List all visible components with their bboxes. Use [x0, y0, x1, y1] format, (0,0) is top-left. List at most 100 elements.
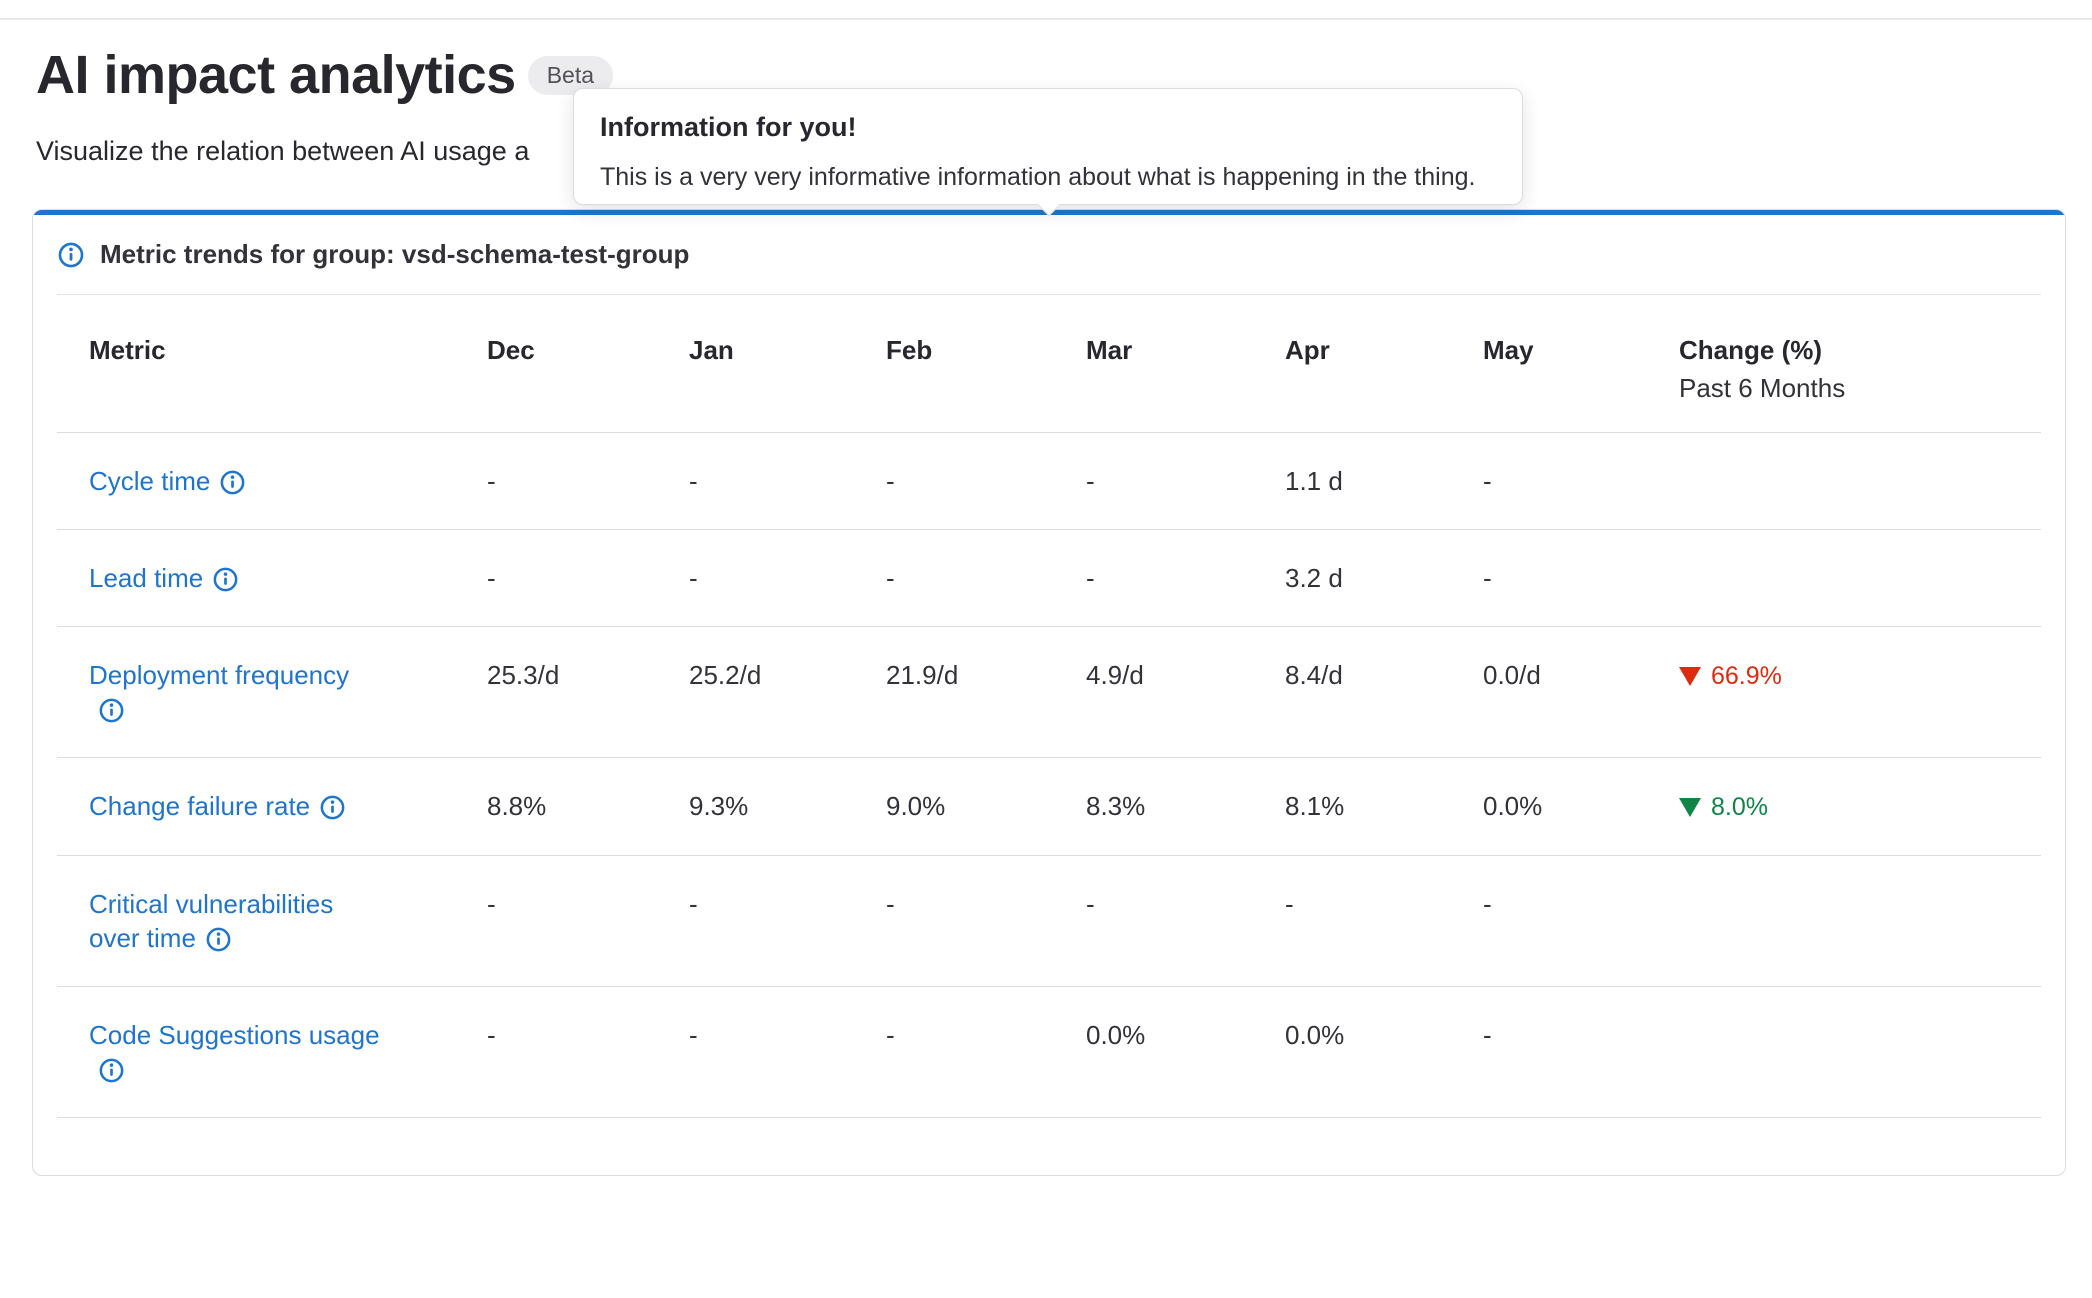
information-icon[interactable] — [205, 926, 232, 953]
column-header-change: Change (%) Past 6 Months — [1679, 295, 2041, 433]
table-row: Deployment frequency 25.3/d 25.2/d 21.9/… — [57, 626, 2041, 758]
change-header-line2: Past 6 Months — [1679, 373, 1846, 403]
information-icon[interactable] — [98, 697, 125, 724]
change-cell: 66.9% — [1679, 626, 2041, 758]
metric-link[interactable]: Critical vulnerabilities over time — [89, 889, 334, 953]
column-header-metric: Metric — [89, 335, 166, 365]
metric-cell: Deployment frequency — [57, 626, 487, 758]
metric-cell: Cycle time — [57, 432, 487, 530]
change-value: 8.0% — [1711, 793, 1768, 821]
value-cell: - — [886, 432, 1086, 530]
column-header-dec: Dec — [487, 335, 535, 365]
column-header-jan: Jan — [689, 335, 734, 365]
table-row: Cycle time - - - - 1.1 d - — [57, 432, 2041, 530]
page: AI impact analytics Beta Visualize the r… — [0, 0, 2092, 168]
table-body: Cycle time - - - - 1.1 d - Lead time — [57, 432, 2041, 1118]
metric-trends-table: Metric Dec Jan Feb Mar Apr May Change (%… — [57, 295, 2041, 1118]
metric-label: Critical vulnerabilities over time — [89, 887, 389, 955]
value-cell: 8.1% — [1285, 757, 1483, 856]
metric-label: Lead time — [89, 561, 389, 595]
change-cell — [1679, 855, 2041, 987]
card-header: Metric trends for group: vsd-schema-test… — [57, 215, 2041, 295]
change-cell — [1679, 986, 2041, 1118]
table-row: Critical vulnerabilities over time - - - … — [57, 855, 2041, 987]
metric-label: Code Suggestions usage — [89, 1018, 389, 1086]
value-cell: 8.3% — [1086, 757, 1285, 856]
column-header-mar: Mar — [1086, 335, 1133, 365]
value-cell: - — [886, 529, 1086, 627]
column-header-feb: Feb — [886, 335, 933, 365]
value-cell: 8.4/d — [1285, 626, 1483, 758]
value-cell: 0.0% — [1483, 757, 1679, 856]
metric-label: Cycle time — [89, 464, 389, 498]
change-cell: 8.0% — [1679, 757, 2041, 856]
change-value: 66.9% — [1711, 662, 1782, 690]
information-icon[interactable] — [98, 1057, 125, 1084]
value-cell: - — [886, 986, 1086, 1118]
page-subtitle: Visualize the relation between AI usage … — [36, 136, 530, 167]
value-cell: 21.9/d — [886, 626, 1086, 758]
change-cell — [1679, 529, 2041, 627]
column-header-may: May — [1483, 335, 1534, 365]
value-cell: - — [487, 529, 689, 627]
value-cell: 0.0/d — [1483, 626, 1679, 758]
table-row: Lead time - - - - 3.2 d - — [57, 529, 2041, 627]
metric-link[interactable]: Deployment frequency — [89, 660, 350, 690]
value-cell: - — [689, 529, 886, 627]
value-cell: - — [1483, 855, 1679, 987]
table-row: Code Suggestions usage - - - 0.0% 0.0% - — [57, 986, 2041, 1118]
value-cell: - — [487, 432, 689, 530]
metric-cell: Lead time — [57, 529, 487, 627]
metric-cell: Code Suggestions usage — [57, 986, 487, 1118]
metric-link[interactable]: Cycle time — [89, 466, 211, 496]
information-icon[interactable] — [319, 794, 346, 821]
value-cell: 9.3% — [689, 757, 886, 856]
page-top-divider — [0, 18, 2092, 20]
triangle-down-icon — [1679, 667, 1701, 686]
value-cell: - — [689, 432, 886, 530]
table-row: Change failure rate 8.8% 9.3% 9.0% 8.3% … — [57, 757, 2041, 856]
value-cell: 8.8% — [487, 757, 689, 856]
metric-cell: Change failure rate — [57, 757, 487, 856]
metric-trends-card: Metric trends for group: vsd-schema-test… — [32, 209, 2066, 1176]
metric-label: Change failure rate — [89, 789, 389, 823]
value-cell: 9.0% — [886, 757, 1086, 856]
value-cell: - — [689, 855, 886, 987]
value-cell: 25.3/d — [487, 626, 689, 758]
value-cell: 4.9/d — [1086, 626, 1285, 758]
metric-label: Deployment frequency — [89, 658, 389, 726]
change-header-line1: Change (%) — [1679, 335, 1822, 365]
value-cell: - — [1483, 986, 1679, 1118]
value-cell: - — [1086, 855, 1285, 987]
metric-link[interactable]: Change failure rate — [89, 791, 311, 821]
triangle-down-icon — [1679, 798, 1701, 817]
value-cell: 3.2 d — [1285, 529, 1483, 627]
table-header: Metric Dec Jan Feb Mar Apr May Change (%… — [57, 295, 2041, 433]
value-cell: 25.2/d — [689, 626, 886, 758]
value-cell: - — [1285, 855, 1483, 987]
tooltip-title: Information for you! — [600, 112, 857, 142]
information-icon[interactable] — [57, 241, 85, 269]
metric-cell: Critical vulnerabilities over time — [57, 855, 487, 987]
value-cell: - — [487, 855, 689, 987]
value-cell: - — [1086, 432, 1285, 530]
value-cell: 0.0% — [1086, 986, 1285, 1118]
value-cell: - — [1483, 529, 1679, 627]
information-icon[interactable] — [219, 469, 246, 496]
tooltip-body: This is a very very informative informat… — [600, 163, 1476, 191]
metric-link[interactable]: Lead time — [89, 563, 204, 593]
value-cell: - — [886, 855, 1086, 987]
change-cell — [1679, 432, 2041, 530]
info-tooltip: Information for you! This is a very very… — [573, 88, 1523, 217]
page-header: AI impact analytics Beta — [36, 44, 2056, 106]
value-cell: - — [1483, 432, 1679, 530]
information-icon[interactable] — [212, 566, 239, 593]
metric-link[interactable]: Code Suggestions usage — [89, 1020, 380, 1050]
card-title: Metric trends for group: vsd-schema-test… — [100, 239, 690, 269]
value-cell: - — [487, 986, 689, 1118]
value-cell: 1.1 d — [1285, 432, 1483, 530]
value-cell: - — [1086, 529, 1285, 627]
value-cell: 0.0% — [1285, 986, 1483, 1118]
page-title: AI impact analytics — [36, 45, 516, 105]
column-header-apr: Apr — [1285, 335, 1330, 365]
